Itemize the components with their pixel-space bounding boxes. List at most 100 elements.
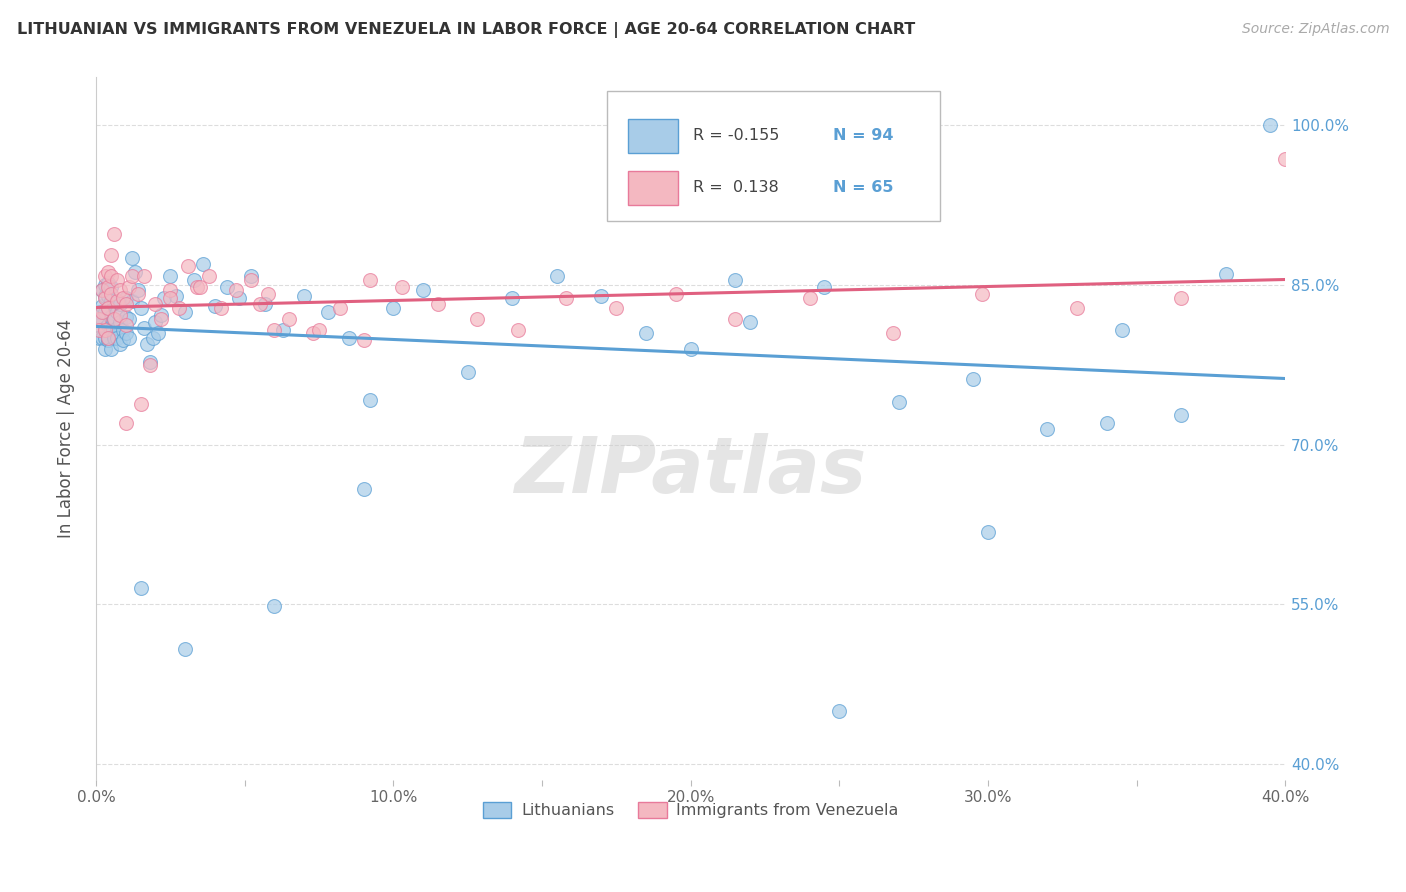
Point: [91, 304, 114, 318]
Point: [554, 291, 576, 305]
Point: [135, 336, 157, 351]
Legend: Lithuanians, Immigrants from Venezuela: Lithuanians, Immigrants from Venezuela: [477, 796, 905, 825]
Point: [412, 283, 434, 297]
Point: [159, 269, 181, 284]
Point: [186, 280, 208, 294]
Point: [100, 310, 122, 324]
Point: [114, 326, 136, 340]
Point: [337, 331, 360, 345]
Point: [97, 318, 120, 333]
Point: [129, 301, 152, 316]
Point: [887, 395, 910, 409]
Point: [108, 336, 131, 351]
Point: [97, 334, 120, 348]
Point: [391, 280, 413, 294]
Point: [1066, 301, 1088, 316]
Point: [546, 269, 568, 284]
Point: [382, 301, 405, 316]
Point: [970, 286, 993, 301]
Point: [97, 276, 120, 290]
Point: [1111, 323, 1133, 337]
Point: [103, 227, 125, 241]
Point: [100, 293, 122, 308]
Point: [103, 329, 125, 343]
Point: [302, 326, 325, 340]
Point: [100, 342, 122, 356]
Point: [100, 248, 122, 262]
Point: [159, 291, 181, 305]
Point: [977, 524, 1000, 539]
Text: R =  0.138: R = 0.138: [693, 179, 779, 194]
Point: [828, 704, 851, 718]
Point: [121, 252, 143, 266]
Point: [426, 297, 449, 311]
Point: [153, 291, 176, 305]
Point: [114, 297, 136, 311]
Point: [114, 318, 136, 333]
Point: [278, 312, 301, 326]
Point: [239, 273, 262, 287]
Point: [100, 269, 122, 284]
Point: [508, 323, 530, 337]
Point: [159, 283, 181, 297]
Point: [329, 301, 352, 316]
FancyBboxPatch shape: [627, 171, 678, 204]
Point: [177, 259, 200, 273]
Point: [103, 312, 125, 326]
Point: [150, 312, 173, 326]
Point: [108, 283, 131, 297]
Point: [108, 315, 131, 329]
Point: [679, 342, 702, 356]
Point: [105, 320, 128, 334]
Point: [108, 308, 131, 322]
Point: [254, 297, 277, 311]
Text: N = 65: N = 65: [834, 179, 894, 194]
Point: [114, 417, 136, 431]
Text: N = 94: N = 94: [834, 128, 894, 143]
Point: [87, 312, 110, 326]
Point: [105, 293, 128, 308]
Point: [108, 297, 131, 311]
Point: [127, 286, 149, 301]
Point: [605, 301, 627, 316]
Point: [308, 323, 330, 337]
Point: [124, 265, 146, 279]
Point: [91, 283, 114, 297]
Point: [239, 269, 262, 284]
Point: [91, 299, 114, 313]
Point: [105, 304, 128, 318]
Point: [183, 273, 205, 287]
Point: [813, 280, 835, 294]
Point: [249, 297, 271, 311]
Point: [97, 301, 120, 316]
Point: [103, 331, 125, 345]
FancyBboxPatch shape: [607, 92, 941, 221]
Point: [111, 334, 134, 348]
Point: [138, 354, 160, 368]
Point: [225, 283, 247, 297]
Point: [87, 318, 110, 333]
Point: [118, 280, 141, 294]
Point: [1170, 408, 1192, 422]
Point: [105, 273, 128, 287]
Point: [191, 257, 214, 271]
Point: [100, 286, 122, 301]
Point: [111, 323, 134, 337]
Point: [174, 304, 197, 318]
Point: [127, 283, 149, 297]
Point: [1036, 422, 1059, 436]
Point: [94, 291, 117, 305]
Point: [94, 342, 117, 356]
Text: LITHUANIAN VS IMMIGRANTS FROM VENEZUELA IN LABOR FORCE | AGE 20-64 CORRELATION C: LITHUANIAN VS IMMIGRANTS FROM VENEZUELA …: [17, 22, 915, 38]
Point: [257, 286, 280, 301]
Y-axis label: In Labor Force | Age 20-64: In Labor Force | Age 20-64: [58, 319, 75, 538]
Point: [105, 331, 128, 345]
Text: Source: ZipAtlas.com: Source: ZipAtlas.com: [1241, 22, 1389, 37]
Point: [1274, 153, 1296, 167]
Point: [198, 269, 221, 284]
Point: [94, 278, 117, 293]
Point: [129, 582, 152, 596]
Point: [118, 312, 141, 326]
Point: [148, 326, 170, 340]
Point: [97, 331, 120, 345]
